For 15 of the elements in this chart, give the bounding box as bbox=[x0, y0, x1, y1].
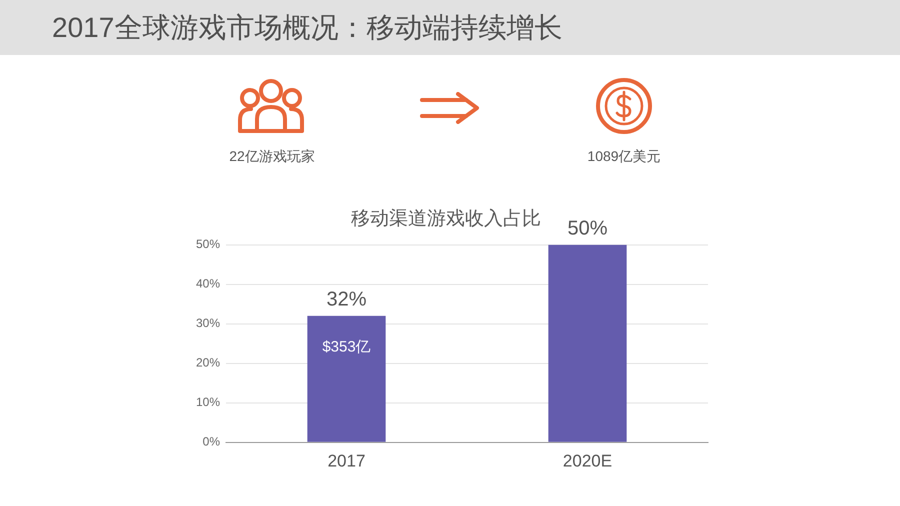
y-tick-label: 30% bbox=[196, 316, 220, 330]
data-label: 32% bbox=[326, 288, 367, 310]
y-tick-label: 50% bbox=[196, 237, 220, 252]
x-tick-label: 2020E bbox=[562, 451, 612, 470]
text: 1089亿美元 bbox=[587, 148, 661, 166]
y-tick-label: 20% bbox=[196, 356, 220, 370]
data-label: 50% bbox=[567, 217, 608, 240]
chart-title: 移动渠道游戏收入占比 bbox=[351, 208, 541, 230]
text: 2017全球游戏市场概况：移动端持续增长 bbox=[52, 11, 562, 45]
text: 22亿游戏玩家 bbox=[229, 148, 315, 166]
y-tick-label: 0% bbox=[202, 434, 220, 449]
x-tick-label: 2017 bbox=[328, 451, 366, 470]
y-tick-label: 40% bbox=[196, 276, 220, 291]
annotation: $353亿 bbox=[322, 338, 371, 356]
y-tick-label: 10% bbox=[196, 395, 220, 410]
